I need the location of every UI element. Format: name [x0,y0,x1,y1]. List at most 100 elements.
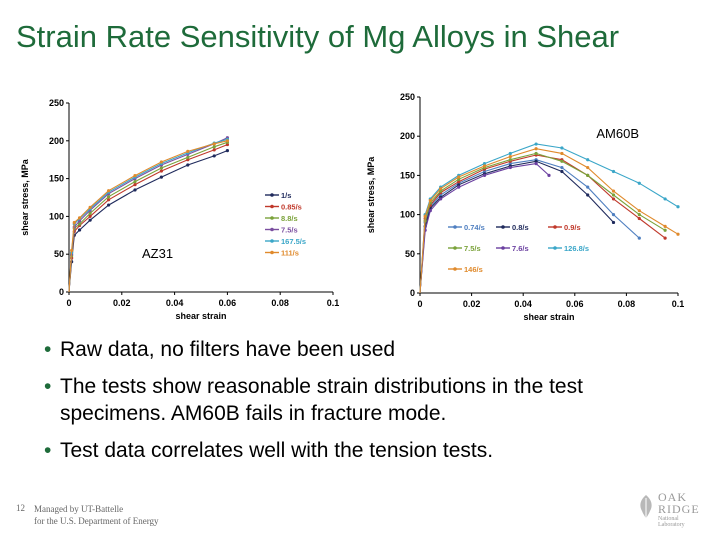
y-tick-label: 100 [400,210,415,220]
y-tick-label: 200 [49,136,64,146]
data-point [212,145,216,149]
data-point [212,154,216,158]
am60b-shear-chart: 0 50 100 150 200 250 0 0.02 0.04 0.06 0.08 0.1 shear… [366,92,685,322]
bullet-marker: • [44,338,52,361]
legend-marker [501,246,505,250]
series-line [419,143,679,294]
legend-marker [501,225,505,229]
legend-marker [270,239,274,243]
data-point [611,213,616,217]
data-point [482,169,487,174]
y-tick-label: 50 [54,249,64,259]
legend-label: 8.8/s [281,214,298,223]
bullet-marker: • [44,375,52,398]
bullet-list: • Raw data, no filters have been used • Th… [44,336,684,474]
chart-annotation: AM60B [596,126,639,141]
data-point [560,146,564,150]
data-point [225,149,229,153]
legend-label: 0.8/s [512,223,529,232]
data-point [72,220,76,225]
data-point [428,198,432,203]
data-point [560,165,564,170]
y-tick-label: 250 [400,92,415,102]
series-line [68,137,228,293]
data-point [159,169,163,173]
data-point [508,165,512,170]
data-point [428,209,432,213]
data-point [212,148,216,152]
data-point [611,189,616,193]
data-point [88,205,92,209]
data-point [611,197,616,201]
legend-label: 146/s [464,265,483,274]
legend-label: 7.5/s [464,244,481,253]
oak-leaf-icon [640,495,652,519]
bullet-marker: • [44,439,52,462]
x-tick-label: 0.1 [672,299,685,309]
x-tick-label: 0.02 [463,299,481,309]
y-tick-label: 150 [49,174,64,184]
data-point [439,197,443,201]
data-point [508,162,512,166]
footer-credit: Managed by UT-Battelle for the U.S. Depa… [34,503,159,527]
data-point [212,142,216,146]
data-point [534,147,538,151]
data-point [637,181,641,185]
data-point [560,169,564,174]
legend-label: 0.74/s [464,223,485,232]
data-point [77,228,82,232]
data-point [663,228,667,232]
legend-label: 0.85/s [281,203,302,212]
data-point [560,151,564,156]
x-axis-label: shear strain [523,312,574,322]
x-tick-label: 0.04 [166,298,184,308]
bullet-text: Test data correlates well with the tensi… [60,439,494,462]
data-point [186,149,190,153]
data-point [186,155,190,160]
data-point [457,185,461,189]
logo-word: OAK [658,490,687,504]
data-point [133,180,137,184]
data-point [637,236,641,240]
legend-label: 126.8/s [564,244,589,253]
data-point [586,185,590,189]
data-point [547,173,551,177]
data-point [663,236,667,240]
legend-marker [553,225,557,229]
y-axis-label: shear stress, MPa [366,156,376,234]
footer-line: for the U.S. Department of Energy [34,516,159,526]
data-point [159,175,163,179]
series-line [68,138,228,293]
legend-label: 167.5/s [281,237,306,246]
x-tick-label: 0 [66,298,71,308]
logo-word: RIDGE [658,502,700,516]
data-point [457,177,461,181]
data-point [225,139,229,143]
legend-marker [270,227,274,232]
bullet-text: Raw data, no filters have been used [60,338,396,361]
bullet-item: • The tests show reasonable strain distri… [44,373,684,427]
x-tick-label: 0.04 [514,299,532,309]
x-tick-label: 0.06 [566,299,584,309]
bullet-item: • Test data correlates well with the tens… [44,437,684,464]
footer-line: Managed by UT-Battelle [34,504,124,514]
data-point [560,159,564,163]
legend-label: 0.9/s [564,223,581,232]
data-point [586,173,590,177]
data-point [88,211,92,215]
data-point [534,151,538,156]
legend-marker [453,225,457,229]
legend-marker [270,216,274,220]
logo-tagline: National Laboratory [658,516,685,528]
x-tick-label: 0 [417,299,422,309]
data-point [586,165,590,170]
legend-marker [270,193,274,197]
data-point [637,209,641,213]
x-axis-label: shear strain [175,311,226,321]
data-point [70,248,74,253]
data-point [457,180,461,184]
data-point [133,173,137,178]
chart-annotation: AZ31 [142,246,173,261]
data-point [107,195,111,199]
data-point [159,166,163,170]
